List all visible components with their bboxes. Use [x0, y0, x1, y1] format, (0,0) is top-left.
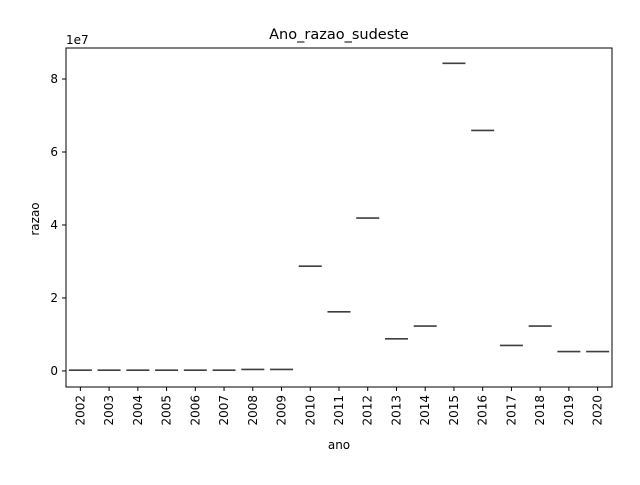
- y-axis-label: razao: [28, 202, 42, 235]
- y-tick-label: 2: [50, 291, 58, 305]
- x-tick-label: 2009: [275, 395, 289, 426]
- x-tick-label: 2012: [361, 395, 375, 426]
- x-tick-label: 2014: [418, 395, 432, 426]
- y-axis-ticks: 0 2 4 6 8: [50, 72, 66, 378]
- x-tick-label: 2018: [533, 395, 547, 426]
- y-tick-label: 4: [50, 218, 58, 232]
- x-axis-ticks: 2002 2003 2004 2005 2006 2007 2008 2009 2010 2011…: [73, 387, 605, 426]
- x-axis-label: ano: [328, 438, 350, 452]
- x-tick-label: 2002: [73, 395, 87, 426]
- x-tick-label: 2006: [188, 395, 202, 426]
- x-tick-label: 2017: [504, 395, 518, 426]
- x-tick-label: 2016: [476, 395, 490, 426]
- x-tick-label: 2010: [303, 395, 317, 426]
- x-tick-label: 2019: [562, 395, 576, 426]
- x-tick-label: 2015: [447, 395, 461, 426]
- x-tick-label: 2004: [131, 395, 145, 426]
- chart-marks: [68, 62, 610, 372]
- y-axis-offset-label: 1e7: [66, 33, 89, 47]
- plot-frame: [65, 47, 613, 388]
- x-tick-label: 2007: [217, 395, 231, 426]
- y-tick-label: 8: [50, 72, 58, 86]
- y-tick-label: 0: [50, 364, 58, 378]
- x-tick-label: 2008: [246, 395, 260, 426]
- x-tick-label: 2020: [591, 395, 605, 426]
- x-tick-label: 2003: [102, 395, 116, 426]
- x-tick-label: 2013: [389, 395, 403, 426]
- chart-title: Ano_razao_sudeste: [269, 27, 409, 43]
- x-tick-label: 2005: [160, 395, 174, 426]
- y-tick-label: 6: [50, 145, 58, 159]
- x-tick-label: 2011: [332, 395, 346, 426]
